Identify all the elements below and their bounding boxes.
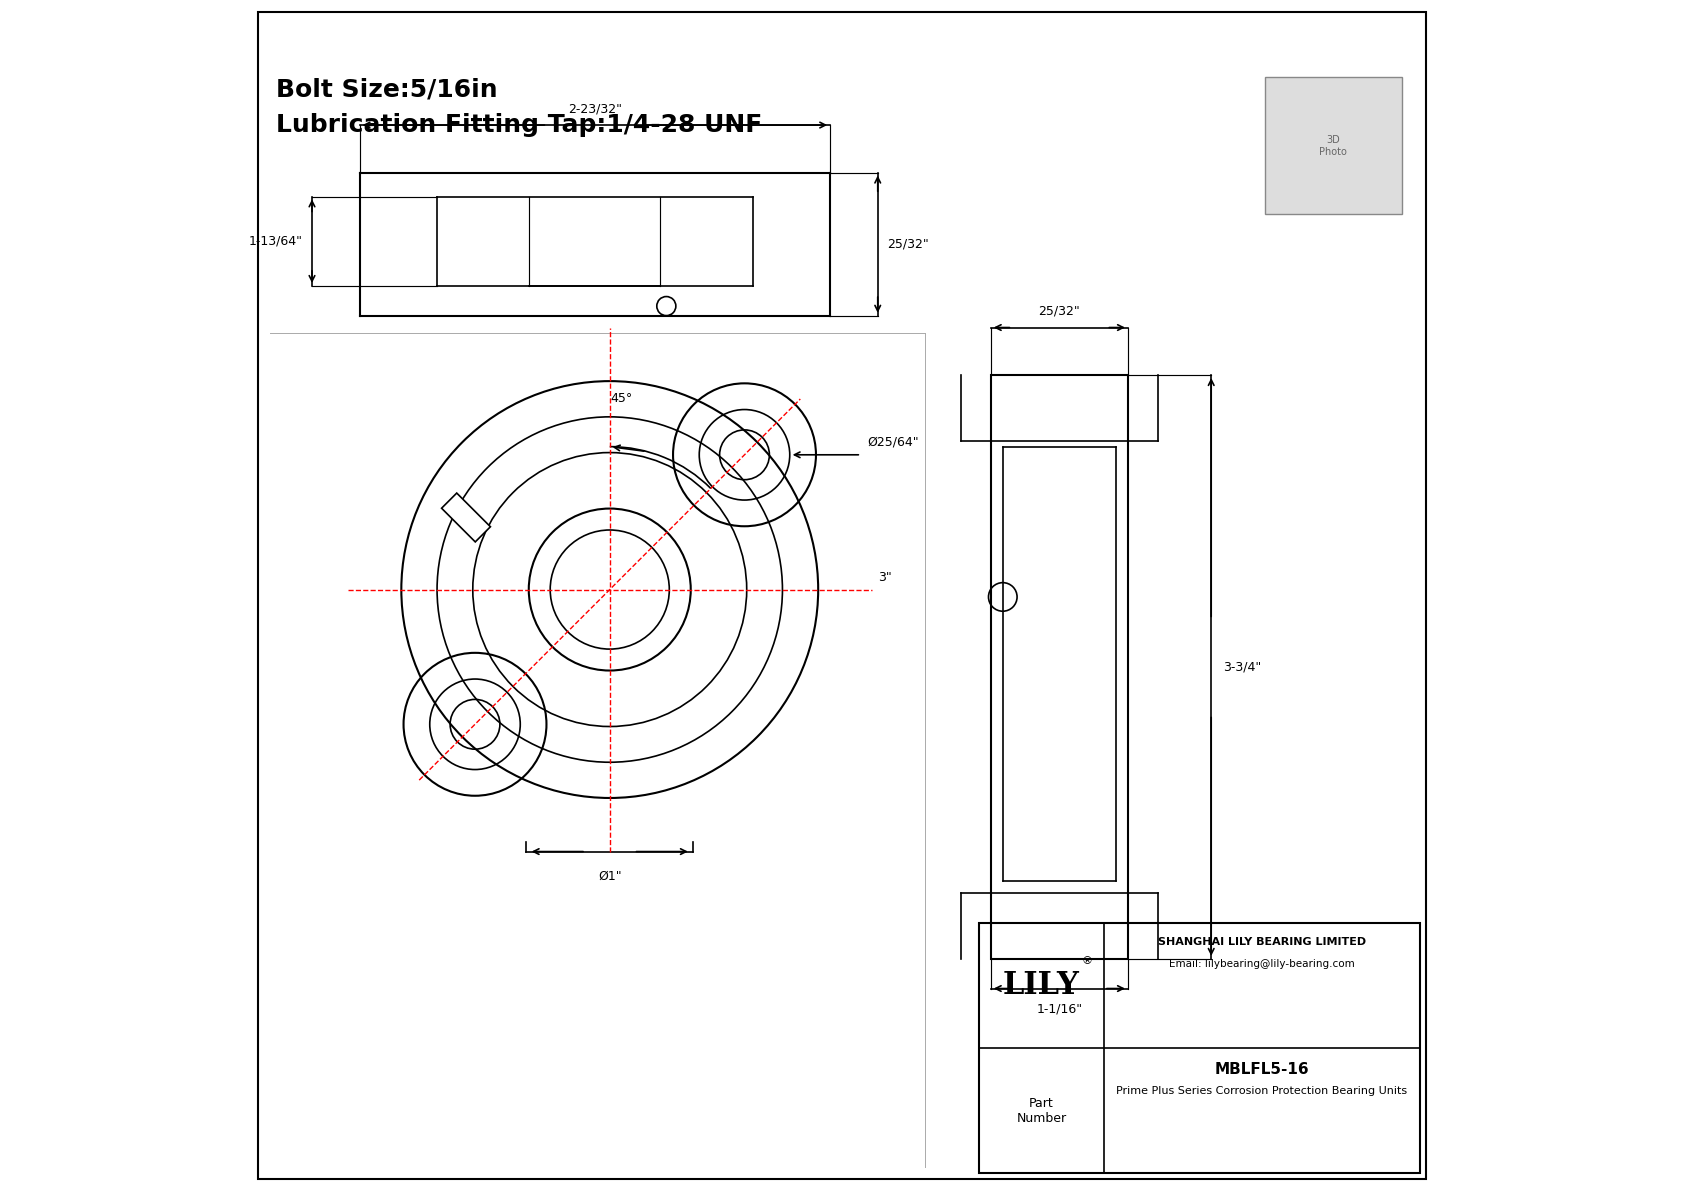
Text: SHANGHAI LILY BEARING LIMITED: SHANGHAI LILY BEARING LIMITED [1159, 937, 1366, 947]
Text: 3D
Photo: 3D Photo [1319, 135, 1347, 157]
Text: Prime Plus Series Corrosion Protection Bearing Units: Prime Plus Series Corrosion Protection B… [1116, 1086, 1408, 1096]
Text: 45°: 45° [611, 392, 633, 405]
Text: 1-1/16": 1-1/16" [1036, 1003, 1083, 1016]
Text: 3-3/4": 3-3/4" [1223, 661, 1261, 673]
Text: 25/32": 25/32" [887, 238, 930, 250]
Text: LILY: LILY [1004, 969, 1079, 1002]
Text: Ø1": Ø1" [598, 869, 621, 883]
Text: Part
Number: Part Number [1017, 1097, 1066, 1124]
Text: 3": 3" [877, 570, 891, 584]
Text: 1-13/64": 1-13/64" [249, 235, 303, 248]
Bar [990, 375, 1128, 959]
Text: Lubrication Fitting Tap:1/4-28 UNF: Lubrication Fitting Tap:1/4-28 UNF [276, 113, 763, 137]
Text: 25/32": 25/32" [1039, 305, 1079, 318]
Text: Bolt Size:5/16in: Bolt Size:5/16in [276, 77, 498, 101]
Text: ®: ® [1081, 956, 1093, 966]
Bar [1265, 77, 1401, 214]
Text: MBLFL5-16: MBLFL5-16 [1214, 1062, 1308, 1078]
Bar [978, 923, 1420, 1173]
Text: 2-23/32": 2-23/32" [568, 102, 621, 116]
Bar [441, 493, 490, 542]
Text: Email: lilybearing@lily-bearing.com: Email: lilybearing@lily-bearing.com [1169, 959, 1354, 968]
Text: Ø25/64": Ø25/64" [867, 436, 919, 449]
